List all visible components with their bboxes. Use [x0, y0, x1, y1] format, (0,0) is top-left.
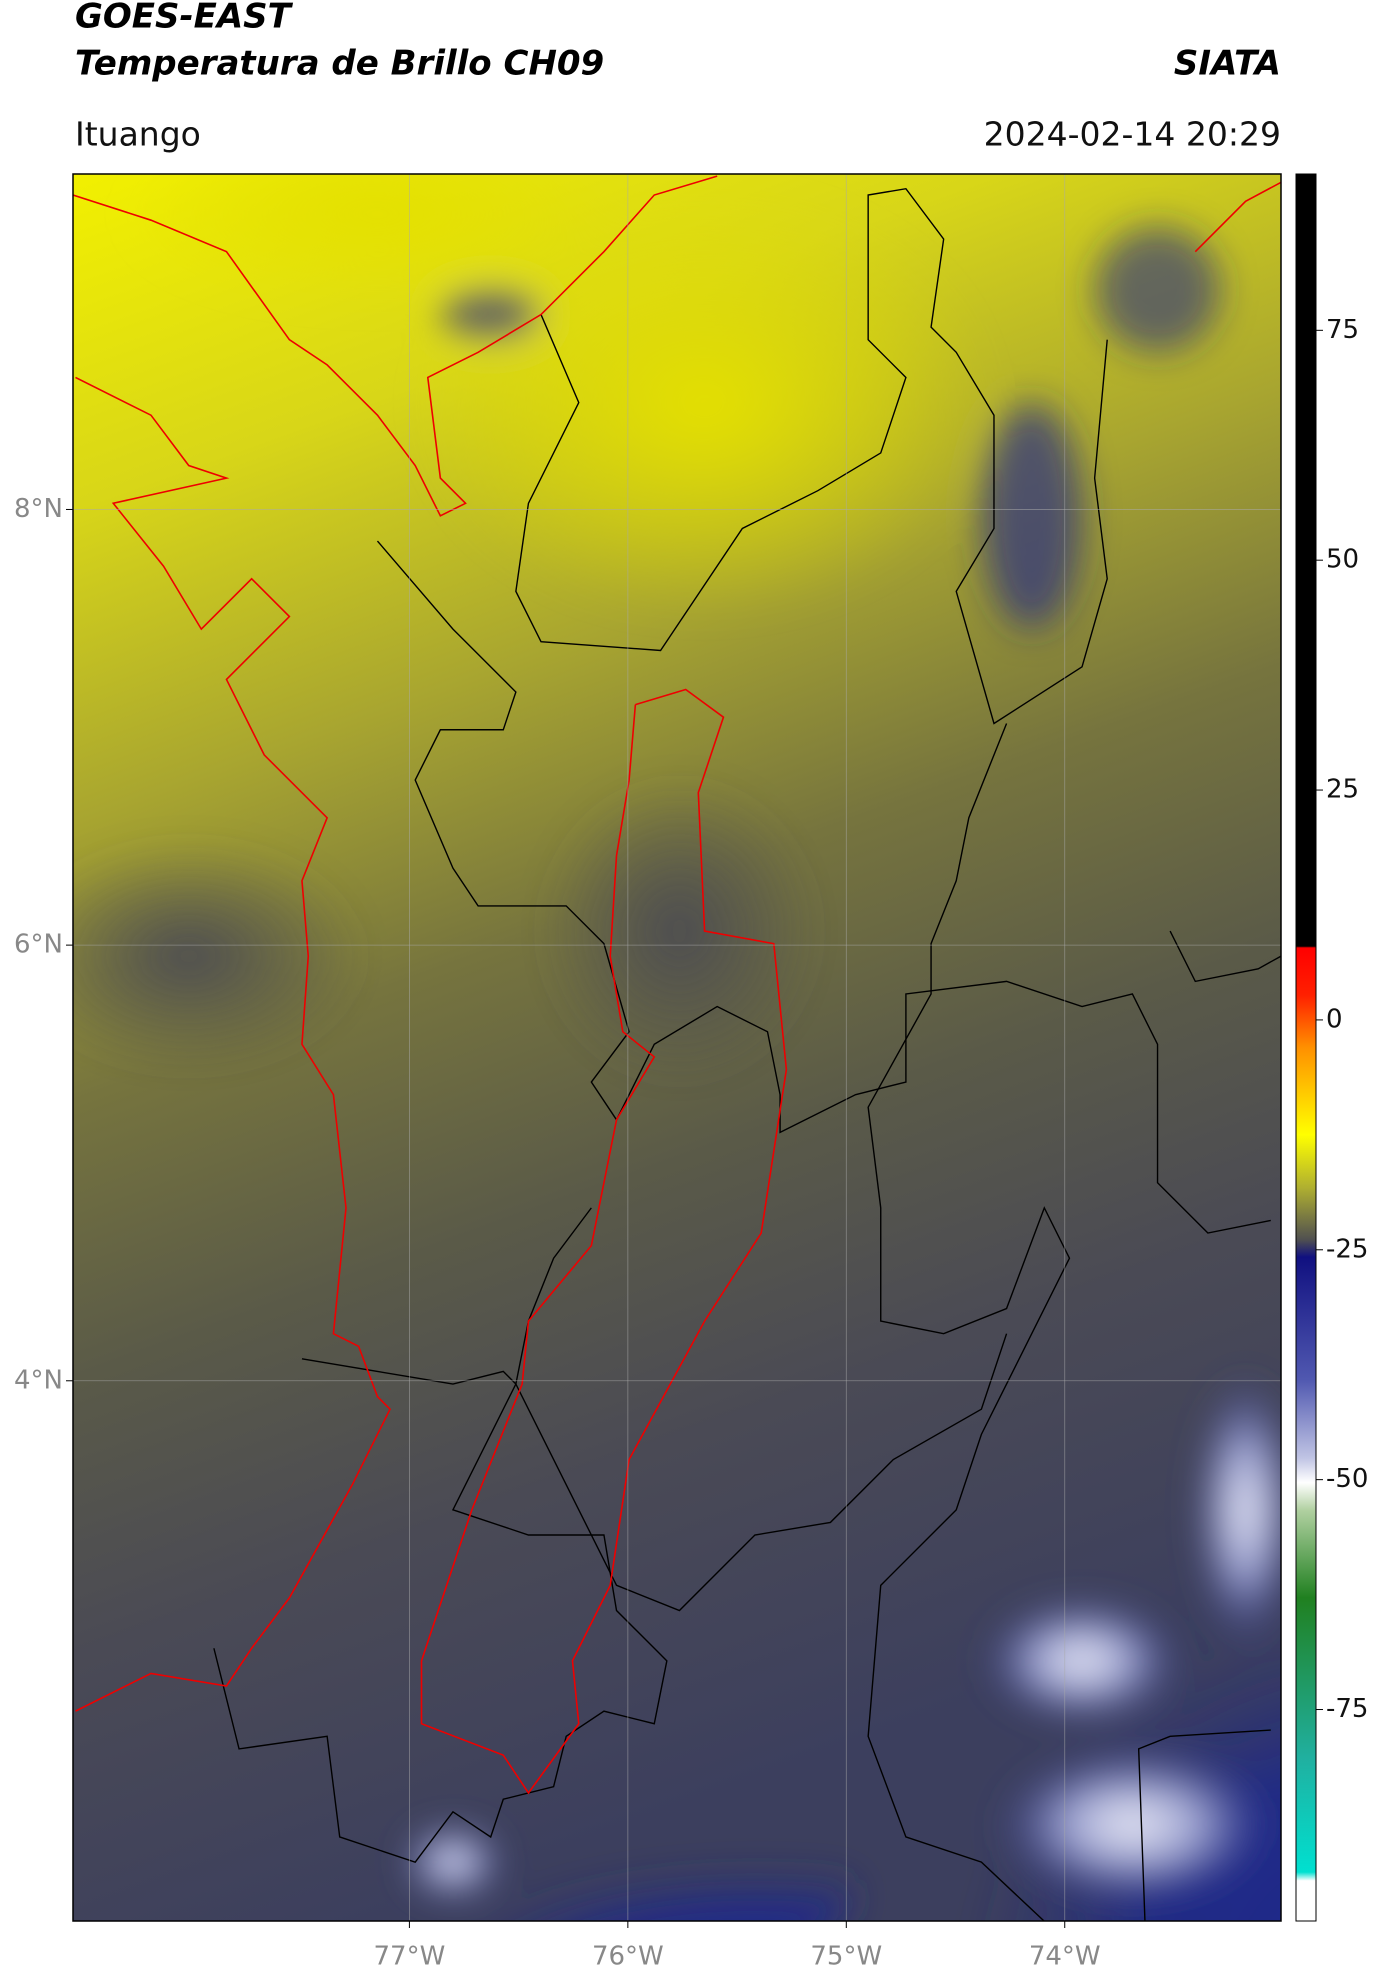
y-tick-label: 6°N	[14, 930, 63, 960]
satellite-image	[73, 174, 1281, 1921]
colorbar-tick-label: -75	[1326, 1694, 1368, 1724]
subtitle: Temperatura de Brillo CH09	[75, 44, 604, 84]
colorbar-tick-label: 25	[1326, 775, 1359, 805]
colorbar-tick-label: 50	[1326, 545, 1359, 575]
region: Ituango	[75, 115, 201, 154]
y-tick-label: 4°N	[14, 1365, 63, 1395]
y-tick-label: 8°N	[14, 494, 63, 524]
source: SIATA	[1174, 44, 1281, 84]
x-tick-label: 75°W	[810, 1942, 882, 1972]
timestamp: 2024-02-14 20:29	[984, 115, 1281, 154]
x-tick-label: 76°W	[592, 1942, 664, 1972]
colorbar	[1295, 173, 1317, 1922]
map-frame	[72, 173, 1282, 1922]
title: GOES-EAST	[75, 0, 294, 37]
colorbar-tick-label: -50	[1326, 1464, 1368, 1494]
colorbar-tick-label: 75	[1326, 315, 1359, 345]
colorbar-tick-label: 0	[1326, 1004, 1343, 1034]
x-tick-label: 77°W	[374, 1942, 446, 1972]
x-tick-label: 74°W	[1029, 1942, 1101, 1972]
colorbar-tick-label: -25	[1326, 1234, 1368, 1264]
grid	[73, 174, 1281, 1921]
